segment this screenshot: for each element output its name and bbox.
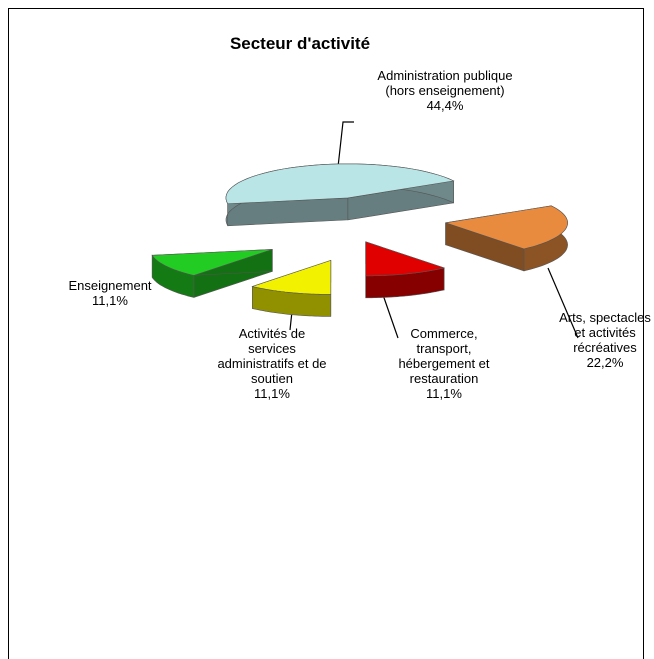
chart-title: Secteur d'activité [229, 34, 371, 53]
category-label: Activités de services administratifs et … [217, 326, 327, 386]
pie-slice [225, 163, 455, 227]
leader-line [381, 291, 399, 339]
value-label: 44,4% [426, 98, 464, 113]
category-label: Enseignement [68, 278, 152, 293]
category-label: Administration publique (hors enseigneme… [377, 68, 513, 98]
slice-top [225, 163, 455, 205]
slice-top [251, 259, 332, 295]
chart-frame [8, 8, 644, 659]
pie-slice [445, 205, 568, 272]
data-label: Activités de services administratifs et … [216, 326, 328, 401]
slice-top [151, 249, 273, 276]
category-label: Commerce, transport, hébergement et rest… [398, 326, 490, 386]
value-label: 11,1% [254, 386, 290, 401]
slice-top [365, 241, 446, 277]
pie-slice [151, 248, 273, 298]
data-label: Commerce, transport, hébergement et rest… [382, 326, 506, 401]
value-label: 11,1% [426, 386, 462, 401]
slice-top [445, 205, 568, 250]
data-label: Administration publique (hors enseigneme… [375, 68, 515, 113]
category-label: Arts, spectacles et activités récréative… [559, 310, 651, 355]
pie-slice [365, 241, 446, 299]
pie-slice [251, 259, 332, 317]
value-label: 11,1% [92, 293, 128, 308]
data-label: Enseignement 11,1% [45, 278, 175, 308]
data-label: Arts, spectacles et activités récréative… [559, 310, 651, 370]
value-label: 22,2% [586, 355, 624, 370]
leader-line [547, 267, 579, 339]
